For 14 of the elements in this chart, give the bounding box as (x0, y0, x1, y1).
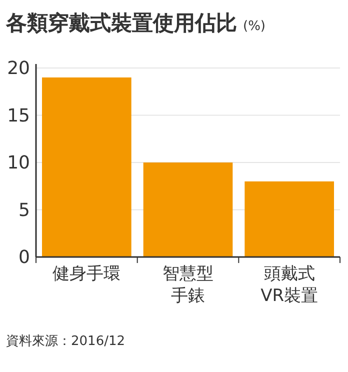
y-tick-label: 5 (18, 200, 30, 221)
x-tick-label: 健身手環 (52, 264, 121, 284)
y-axis-title: (%) (243, 19, 266, 34)
y-tick-label: 10 (7, 152, 30, 174)
x-tick-label: 頭戴式VR裝置 (260, 264, 318, 306)
y-tick-label: 20 (7, 58, 30, 79)
bar (244, 181, 334, 257)
bar (143, 162, 233, 257)
bar (42, 77, 132, 257)
y-tick-label: 0 (18, 247, 30, 268)
y-tick-label: 15 (7, 105, 30, 126)
x-tick-label: 智慧型手錶 (162, 264, 214, 306)
source-note: 資料來源：2016/12 (6, 334, 126, 349)
chart-title: 各類穿戴式裝置使用佔比 (5, 11, 237, 35)
